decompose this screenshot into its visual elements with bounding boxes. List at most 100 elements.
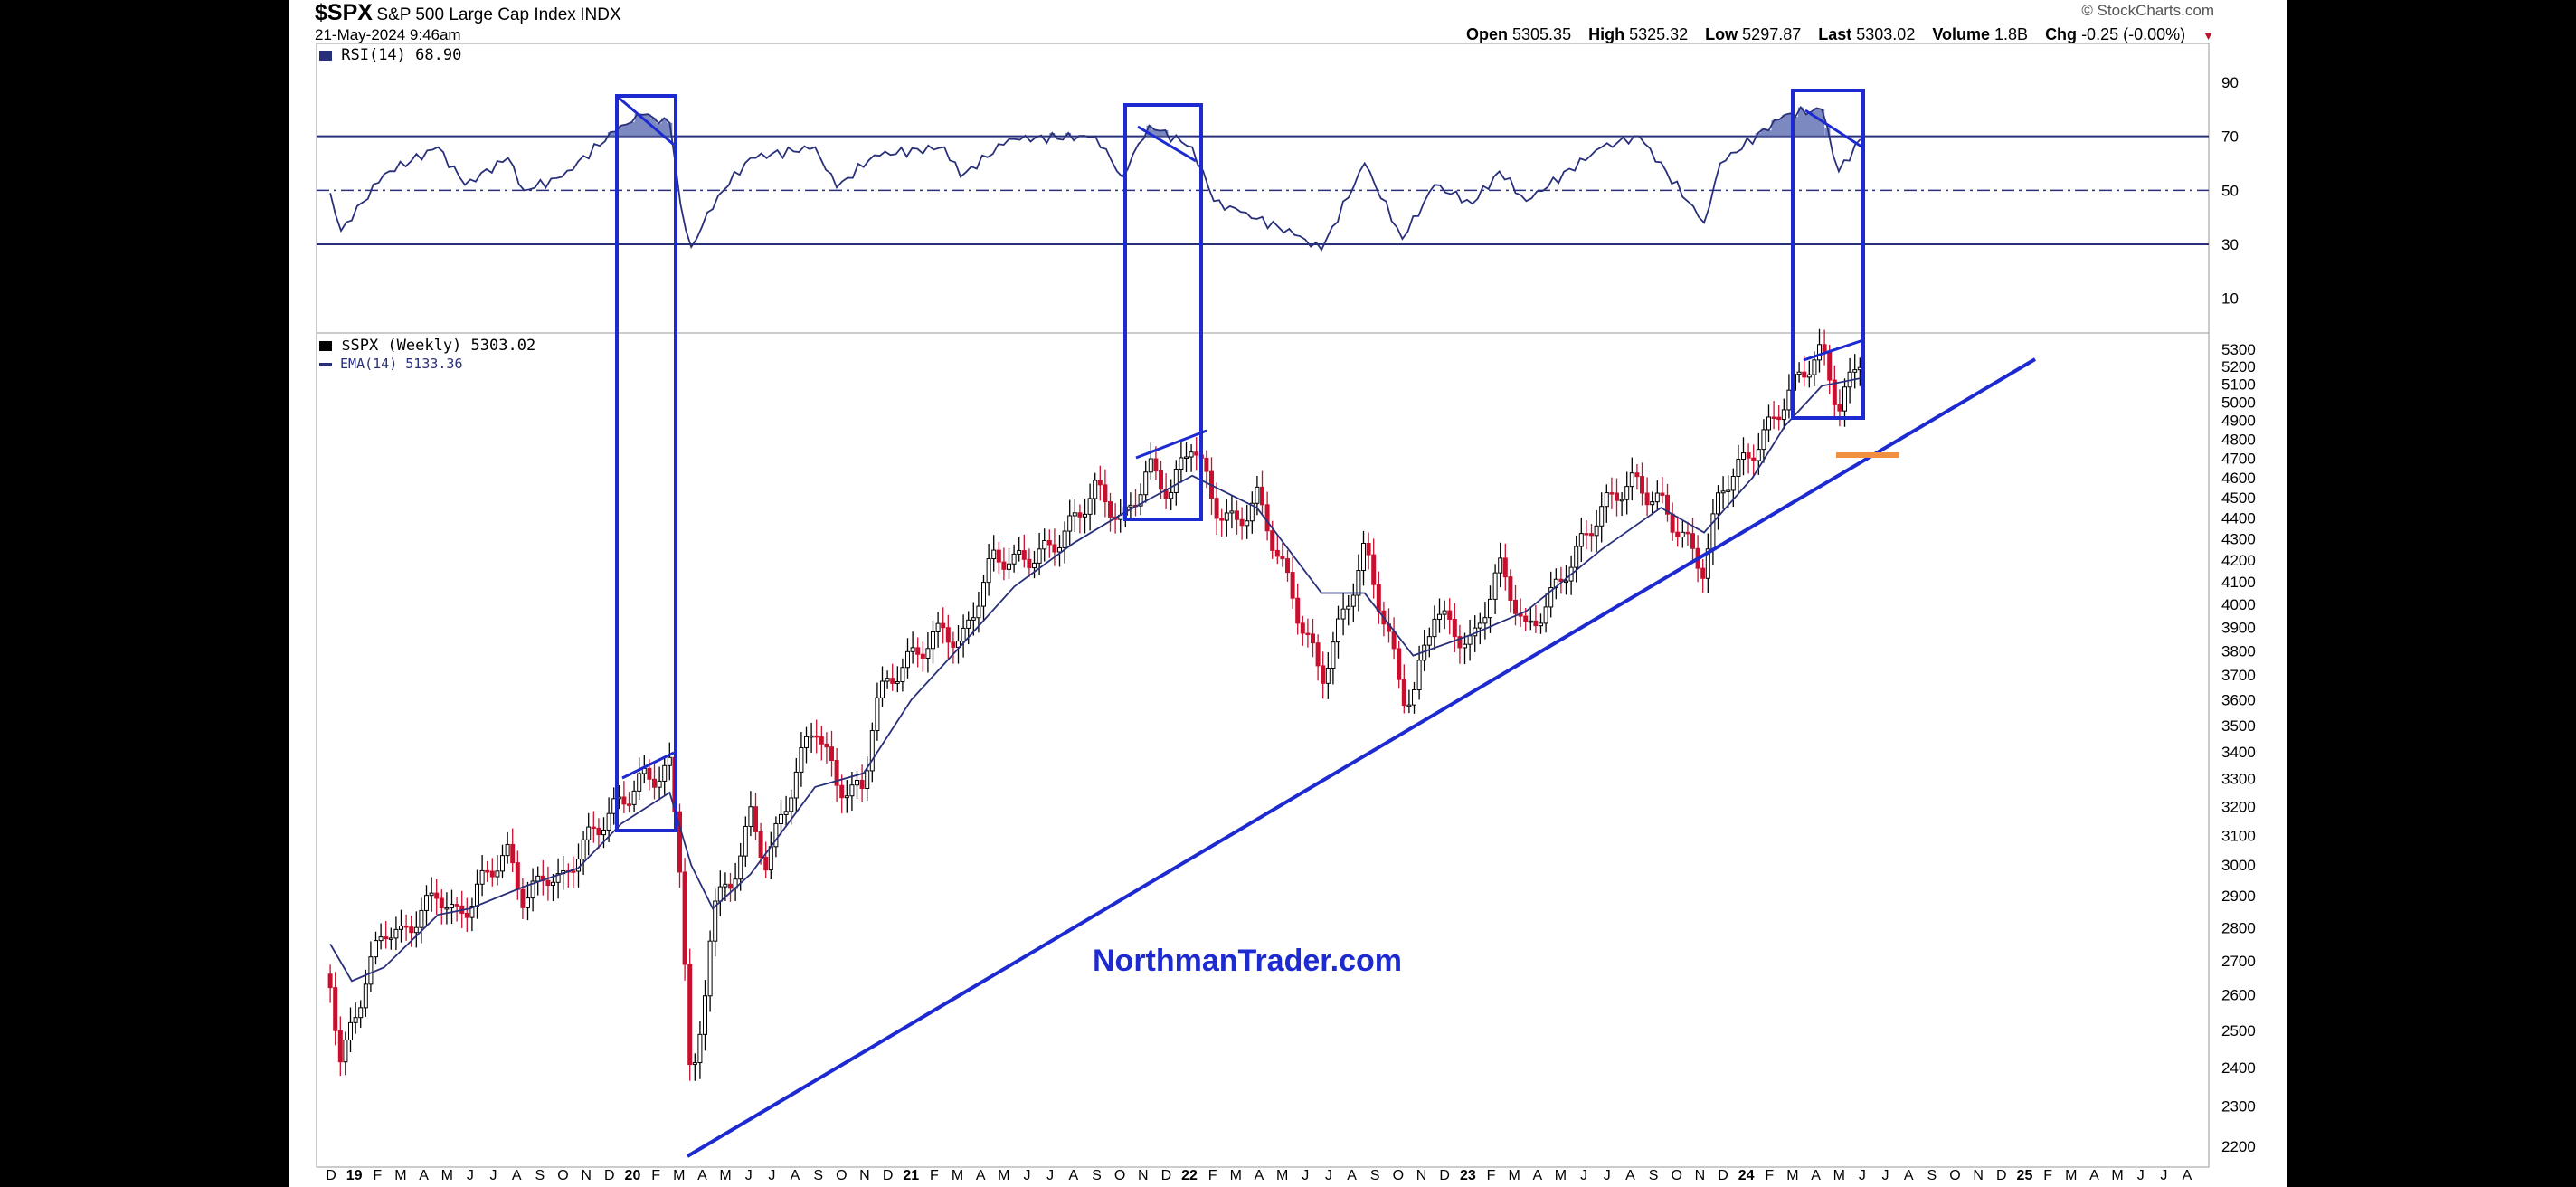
candle-body: [1543, 606, 1548, 624]
candle-body: [1336, 618, 1341, 643]
candle-body: [900, 667, 905, 683]
candle-body: [581, 839, 586, 860]
quote-value: -0.25 (-0.00%): [2081, 25, 2191, 43]
x-tick-label: O: [1949, 1168, 1960, 1183]
x-tick-label: A: [2183, 1168, 2192, 1183]
candle-body: [1634, 472, 1640, 478]
candle-body: [738, 855, 743, 880]
candle-body: [915, 647, 921, 655]
x-tick-label: M: [1833, 1168, 1845, 1183]
quote-value: 5297.87: [1742, 25, 1806, 43]
price-tick-label: 5300: [2221, 341, 2256, 358]
candle-body: [1067, 515, 1073, 532]
candle-body: [981, 582, 987, 607]
candle-body: [1214, 498, 1219, 519]
candle-body: [1219, 518, 1225, 521]
candle-body: [657, 780, 662, 788]
rsi-tick-label: 90: [2221, 74, 2239, 91]
candle-body: [1756, 449, 1761, 461]
quote-label: Chg: [2045, 25, 2082, 43]
candle-body: [551, 881, 556, 887]
candle-body: [1761, 429, 1766, 451]
price-legend: $SPX (Weekly) 5303.02: [319, 337, 535, 355]
candle-body: [399, 926, 404, 930]
candle-body: [1087, 498, 1093, 515]
candle-body: [1781, 409, 1786, 421]
candle-body: [439, 897, 444, 909]
candle-body: [1173, 468, 1179, 493]
candle-body: [1046, 539, 1052, 546]
candle-body: [849, 784, 855, 797]
x-tick-label: A: [1347, 1168, 1357, 1183]
candle-body: [783, 811, 789, 815]
candle-body: [429, 892, 434, 897]
candle-body: [1736, 459, 1741, 477]
x-tick-label: J: [467, 1168, 474, 1183]
candle-body: [384, 936, 389, 940]
x-tick-label: J: [745, 1168, 753, 1183]
candle-body: [485, 869, 490, 873]
candle-body: [545, 879, 551, 887]
x-tick-label: J: [1882, 1168, 1889, 1183]
price-tick-label: 4100: [2221, 574, 2256, 591]
candle-body: [353, 1017, 358, 1023]
candle-body: [1128, 504, 1133, 508]
candle-body: [489, 870, 495, 878]
x-tick-label: F: [1487, 1168, 1496, 1183]
candle-body: [454, 904, 459, 907]
candle-body: [1331, 641, 1336, 669]
candle-body: [1822, 344, 1827, 353]
quote-label: Low: [1705, 25, 1743, 43]
price-tick-label: 3300: [2221, 771, 2256, 788]
x-tick-label: A: [976, 1168, 986, 1183]
candle-body: [1042, 539, 1047, 550]
candle-body: [839, 784, 845, 799]
candle-body: [1644, 492, 1650, 506]
candle-body: [855, 779, 860, 786]
candle-body: [500, 855, 506, 872]
x-tick-label: A: [1532, 1168, 1542, 1183]
ema-line: [329, 377, 1861, 983]
candle-body: [1640, 476, 1645, 494]
candle-body: [1224, 512, 1229, 521]
candle-body: [424, 895, 430, 911]
candle-body: [520, 888, 526, 908]
rsi-tick-label: 50: [2221, 182, 2239, 199]
x-tick-label: F: [373, 1168, 382, 1183]
candle-body: [844, 795, 849, 799]
x-tick-label: J: [1024, 1168, 1031, 1183]
ema-legend-swatch: [319, 363, 332, 366]
candle-body: [1350, 594, 1356, 607]
quote-value: 1.8B: [1994, 25, 2033, 43]
x-tick-label: 19: [346, 1168, 363, 1183]
price-tick-label: 3400: [2221, 744, 2256, 761]
candle-body: [956, 641, 961, 648]
rsi-tick-label: 70: [2221, 128, 2239, 146]
candle-body: [1741, 452, 1747, 461]
candle-body: [1143, 471, 1149, 496]
candle-body: [885, 678, 890, 682]
x-tick-label: M: [1276, 1168, 1288, 1183]
x-tick-label: J: [2137, 1168, 2145, 1183]
candle-body: [1229, 510, 1235, 514]
price-tick-label: 5200: [2221, 358, 2256, 375]
candle-body: [419, 909, 424, 928]
x-tick-label: M: [2065, 1168, 2077, 1183]
rsi-legend-text: RSI(14) 68.90: [341, 46, 462, 64]
candle-body: [793, 771, 799, 799]
candle-body: [931, 631, 936, 650]
price-tick-label: 3200: [2221, 799, 2256, 816]
candle-body: [865, 770, 870, 790]
rsi-legend-swatch: [319, 50, 332, 61]
highlight-box: [615, 94, 677, 832]
candle-body: [1716, 492, 1721, 515]
candle-body: [1270, 530, 1275, 551]
candle-body: [1827, 351, 1833, 381]
candle-body: [515, 862, 520, 890]
candle-body: [1488, 598, 1493, 619]
candle-body: [905, 650, 911, 669]
candle-body: [697, 1033, 703, 1064]
candle-body: [728, 883, 734, 889]
candle-body: [1432, 618, 1437, 638]
price-top-line: [1135, 429, 1208, 460]
